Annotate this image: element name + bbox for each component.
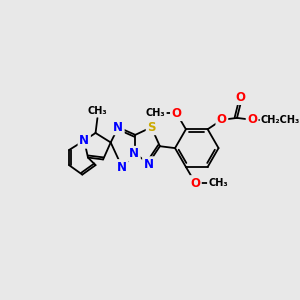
Text: N: N xyxy=(117,160,127,173)
Text: O: O xyxy=(171,107,182,120)
Text: CH₃: CH₃ xyxy=(88,106,107,116)
Text: CH₂CH₃: CH₂CH₃ xyxy=(261,115,300,125)
Text: N: N xyxy=(79,134,89,147)
Text: N: N xyxy=(143,158,154,171)
Text: O: O xyxy=(236,91,246,103)
Text: CH₃: CH₃ xyxy=(146,108,165,118)
Text: CH₃: CH₃ xyxy=(208,178,228,188)
Text: S: S xyxy=(147,121,156,134)
Text: O: O xyxy=(247,113,257,126)
Text: N: N xyxy=(129,147,139,160)
Text: O: O xyxy=(217,113,227,126)
Text: N: N xyxy=(79,134,89,147)
Text: N: N xyxy=(113,121,123,134)
Text: O: O xyxy=(190,176,200,190)
